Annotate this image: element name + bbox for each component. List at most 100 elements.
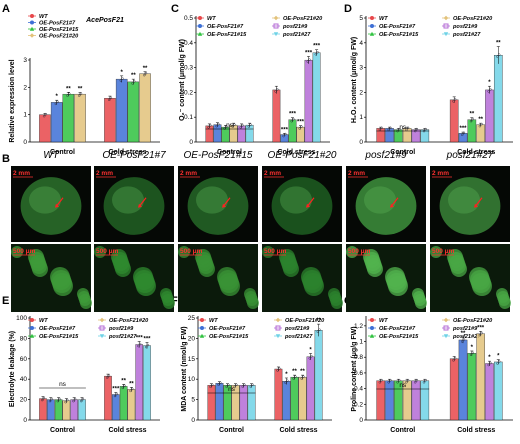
data-point (144, 345, 148, 349)
panel-letter-e: E (2, 295, 9, 307)
bar (111, 394, 120, 421)
data-point (496, 55, 499, 58)
legend-label: OE-PosF21#15 (379, 32, 419, 38)
data-point (233, 123, 236, 126)
bar (274, 368, 283, 421)
bar (304, 59, 313, 143)
significance-label: ** (143, 66, 148, 72)
y-axis-label: Proline content (μg/g FW) (351, 326, 358, 411)
data-point (453, 98, 457, 101)
legend-label: WT (209, 318, 218, 324)
data-point (73, 397, 77, 401)
bar (411, 380, 421, 421)
data-point (461, 340, 464, 343)
significance-label: ** (131, 73, 136, 79)
legend-marker (198, 16, 202, 20)
y-tick-label: 0.8 (354, 354, 363, 361)
bar (458, 339, 468, 421)
data-point (123, 384, 126, 388)
y-axis-label: O₂⁻ content (μmol/g FW) (179, 39, 186, 121)
cell-cluster (111, 249, 127, 265)
data-point (276, 88, 279, 91)
data-point (58, 397, 61, 401)
legend-marker (275, 317, 281, 323)
ns-label: ns (228, 386, 236, 393)
y-tick-label: 40 (20, 376, 28, 383)
bar (376, 380, 386, 421)
red-arrowhead (55, 203, 59, 208)
legend-label: posf21#9 (452, 24, 478, 30)
scale-label-top: 2 mm (264, 170, 281, 177)
legend-marker (29, 26, 35, 31)
data-point (316, 330, 319, 333)
bar (314, 330, 323, 421)
legend-marker (200, 318, 204, 322)
data-point (42, 396, 46, 400)
chart-expression: 0 1 2 3 Relative expression level AcePosF21 WT… (9, 14, 160, 156)
legend-marker (275, 334, 281, 339)
photo-header: posf21#27 (446, 150, 494, 161)
photo-header: posf21#9 (364, 150, 407, 161)
panel-letter-b: B (2, 153, 10, 165)
callus-highlight (448, 186, 480, 214)
category-label: Cold stress (108, 149, 146, 156)
y-axis-label: Electrolyte leakage (%) (9, 331, 16, 407)
significance-label: *** (313, 44, 321, 50)
cell-cluster (195, 249, 211, 265)
data-point (284, 132, 287, 136)
significance-label: * (488, 80, 491, 86)
cell-cluster (133, 267, 153, 287)
legend-marker (369, 31, 375, 36)
significance-label: *** (289, 112, 297, 118)
panel-letter-a: A (2, 3, 10, 15)
data-point (422, 381, 426, 384)
legend-label: posf21#27 (284, 334, 313, 340)
data-point (380, 379, 383, 382)
legend-marker (199, 333, 205, 338)
photo-header: OE-PosF21#15 (184, 150, 253, 161)
significance-label: *** (297, 120, 305, 126)
bar (215, 383, 224, 421)
data-point (249, 123, 252, 126)
cell-cluster (447, 249, 463, 265)
bar (54, 399, 63, 421)
data-point (241, 385, 244, 389)
legend-marker (29, 33, 35, 38)
scale-label-bottom: 500 μm (180, 248, 203, 255)
legend-marker (443, 32, 449, 37)
ns-label: ns (399, 124, 407, 131)
significance-label: * (497, 354, 500, 360)
legend-label: OE-PosF21#7 (209, 326, 246, 332)
y-tick-label: 3 (23, 57, 27, 64)
y-tick-label: 2 (23, 84, 27, 91)
bar (115, 78, 128, 143)
y-tick-label: 0.4 (354, 386, 363, 393)
significance-label: ** (496, 41, 501, 47)
data-point (292, 117, 295, 121)
significance-label: *** (477, 325, 485, 331)
data-point (480, 122, 483, 126)
data-point (207, 126, 210, 129)
legend-marker (443, 23, 449, 29)
photo-header: WT (43, 150, 59, 161)
data-point (113, 394, 117, 398)
data-point (215, 124, 218, 128)
callus-tissue (103, 177, 165, 235)
data-point (294, 375, 297, 378)
category-label: Cold stress (457, 149, 495, 156)
y-tick-label: 0.4 (184, 40, 193, 47)
legend-marker (197, 31, 203, 36)
photo-header: OE-PosF21#7 (102, 150, 166, 161)
data-point (44, 112, 48, 116)
data-point (415, 379, 419, 382)
y-tick-label: 0.1 (184, 114, 193, 121)
data-point (318, 328, 321, 331)
bar (205, 125, 214, 143)
legend-label: OE-PosF21#7 (379, 326, 416, 332)
data-point (239, 126, 242, 129)
callus-tissue (355, 177, 417, 235)
bar (272, 89, 281, 143)
data-point (66, 398, 69, 402)
bar (62, 93, 75, 143)
data-point (310, 355, 313, 358)
